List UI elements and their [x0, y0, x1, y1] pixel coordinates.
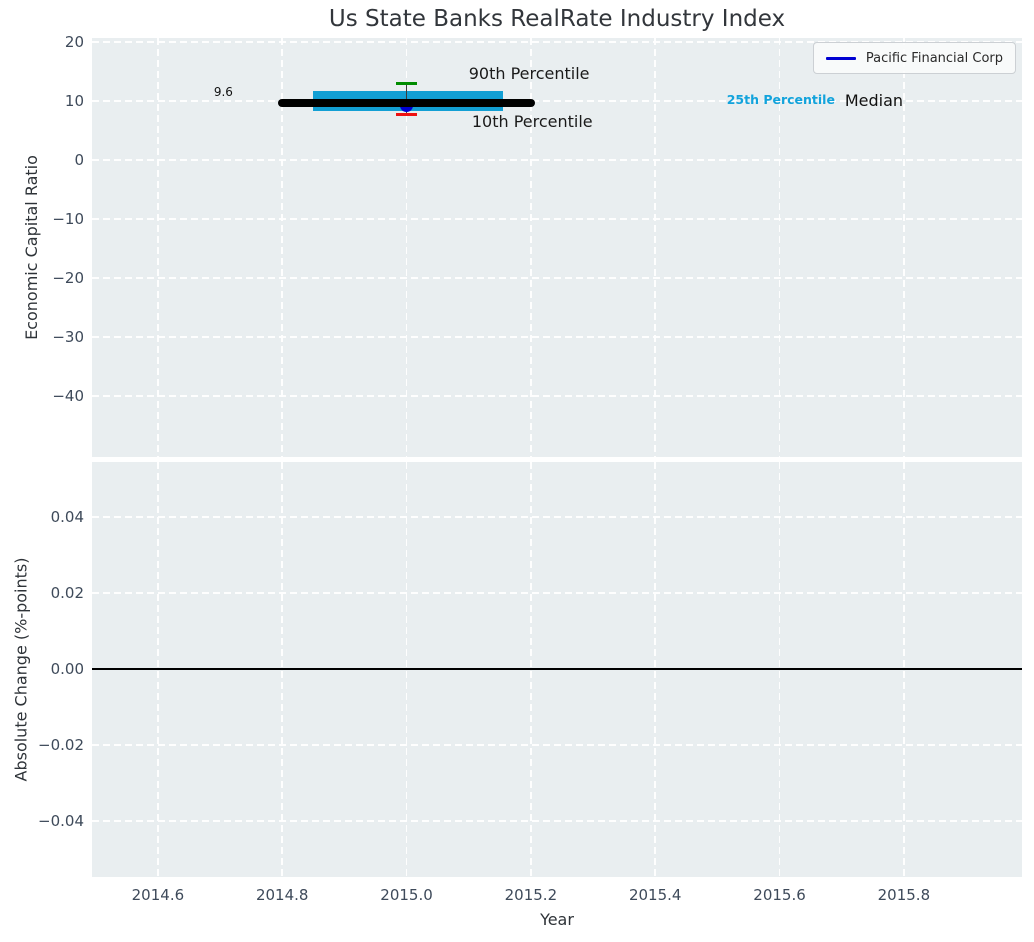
y-tick-label: 0	[74, 150, 84, 169]
legend: Pacific Financial Corp	[812, 42, 1016, 74]
y-gridline	[92, 159, 1022, 161]
legend-line-sample	[825, 56, 856, 60]
y-gridline	[92, 218, 1022, 220]
x-tick-label: 2015.0	[380, 886, 433, 904]
y-gridline	[92, 395, 1022, 397]
annotation-median: Median	[844, 91, 904, 111]
y-gridline	[92, 336, 1022, 338]
y-gridline	[92, 744, 1022, 746]
y-tick-label: 0.02	[50, 583, 84, 602]
y-tick-label: −40	[52, 386, 84, 405]
y-tick-label: −0.04	[38, 811, 84, 830]
annotation-90th-percentile: 90th Percentile	[468, 63, 590, 83]
x-gridline	[778, 38, 781, 457]
x-gridline	[405, 38, 408, 457]
top-plot-area	[92, 38, 1022, 457]
x-tick-label: 2015.2	[504, 886, 558, 904]
x-gridline	[903, 38, 905, 457]
p90-cap	[396, 81, 418, 85]
y-gridline	[92, 41, 1022, 43]
x-gridline	[157, 38, 159, 457]
x-tick-label: 2014.8	[255, 886, 309, 904]
annotation-10th-percentile: 10th Percentile	[471, 112, 593, 132]
y-tick-label: −30	[52, 327, 84, 346]
legend-label: Pacific Financial Corp	[865, 50, 1003, 66]
y-tick-label: −10	[52, 209, 84, 228]
x-tick-label: 2015.6	[753, 886, 806, 904]
y-gridline	[92, 516, 1022, 518]
x-tick-label: 2015.4	[628, 886, 682, 904]
annotation-25th-percentile: 25th Percentile	[726, 92, 835, 108]
x-gridline	[654, 38, 657, 457]
y-tick-label: −0.02	[38, 735, 84, 754]
y-tick-label: 0.04	[50, 507, 84, 526]
y-gridline	[92, 592, 1022, 594]
annotation-9-6: 9.6	[213, 84, 233, 99]
whisker-line	[405, 83, 408, 115]
x-tick-label: 2014.6	[131, 886, 185, 904]
x-gridline	[530, 38, 532, 457]
y-tick-label: −20	[52, 268, 84, 287]
x-gridline	[281, 38, 284, 457]
x-tick-label: 2015.8	[877, 886, 931, 904]
chart-title: Us State Banks RealRate Industry Index	[328, 6, 786, 32]
p10-cap	[396, 113, 418, 117]
y-gridline	[92, 820, 1022, 822]
y-tick-label: 20	[64, 32, 84, 51]
bottom-plot-area	[92, 462, 1022, 877]
y-tick-label: 0.00	[50, 659, 84, 678]
x-axis-label: Year	[540, 910, 574, 929]
y-tick-label: 10	[64, 91, 84, 110]
zero-line	[92, 668, 1022, 671]
y-axis-label-top-text: Economic Capital Ratio	[21, 155, 41, 340]
median-line	[278, 99, 535, 108]
y-gridline	[92, 277, 1022, 279]
y-gridline	[92, 100, 1022, 102]
